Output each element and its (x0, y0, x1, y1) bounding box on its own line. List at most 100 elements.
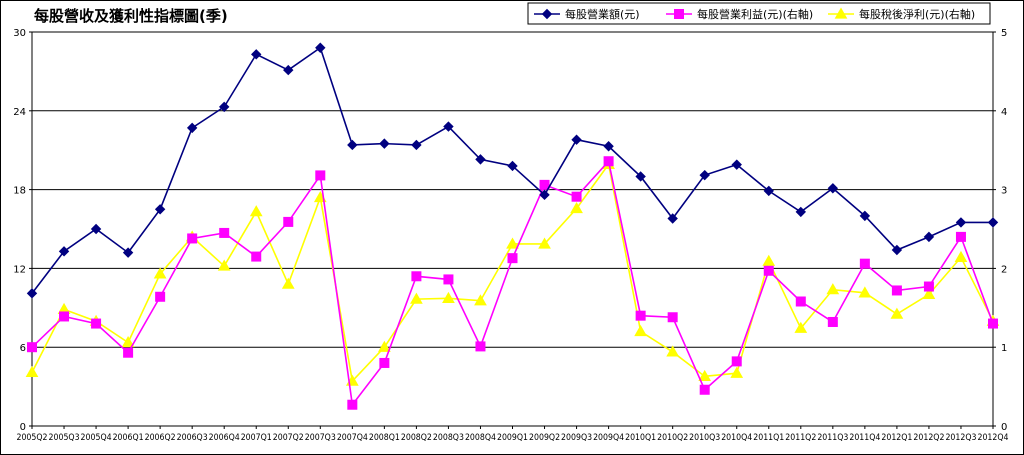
data-point (507, 253, 518, 264)
data-point (858, 286, 872, 298)
legend-label: 每股營業額(元) (565, 7, 640, 21)
x-tick-label: 2010Q4 (721, 433, 752, 443)
y-right-tick-label: 2 (1001, 264, 1007, 275)
data-point (922, 287, 936, 300)
x-tick-label: 2006Q3 (177, 433, 208, 443)
data-point (795, 296, 806, 307)
legend-marker (541, 8, 553, 20)
x-tick-label: 2009Q2 (529, 433, 560, 443)
data-point (155, 291, 166, 302)
data-point (954, 250, 968, 262)
x-tick-label: 2010Q1 (625, 433, 656, 443)
x-tick-label: 2012Q4 (977, 433, 1008, 443)
data-point (506, 237, 519, 249)
data-point (443, 274, 454, 285)
data-point (603, 141, 614, 152)
data-point (410, 292, 423, 304)
data-point (187, 233, 198, 244)
x-tick-label: 2008Q3 (433, 433, 464, 443)
x-tick-label: 2009Q1 (497, 433, 528, 443)
data-point (59, 311, 70, 322)
data-point (25, 365, 39, 378)
data-point (890, 307, 904, 319)
x-tick-label: 2006Q4 (209, 433, 240, 443)
x-tick-label: 2011Q4 (849, 433, 880, 443)
data-point (827, 183, 839, 194)
data-point (379, 138, 390, 149)
legend: 每股營業額(元) 每股營業利益(元)(右軸) 每股稅後淨利(元)(右軸) (527, 2, 991, 25)
data-point (474, 294, 487, 306)
y-right-tick-label: 1 (1001, 343, 1007, 354)
data-point (251, 49, 262, 60)
series-layer (25, 42, 1000, 410)
data-point (153, 267, 167, 279)
data-point (281, 277, 295, 289)
series-2 (27, 156, 998, 410)
data-point (699, 169, 710, 181)
data-point (123, 347, 134, 358)
x-tick-label: 2010Q3 (689, 433, 720, 443)
legend-marker (834, 7, 848, 19)
data-point (826, 283, 840, 295)
data-point (379, 357, 390, 368)
data-point (538, 237, 551, 249)
data-point (91, 318, 102, 329)
data-point (763, 265, 774, 276)
x-tick-label: 2012Q3 (945, 433, 976, 443)
data-point (121, 335, 135, 348)
data-point (90, 223, 102, 235)
data-point (698, 369, 712, 381)
x-tick-label: 2006Q1 (113, 433, 144, 443)
data-point (26, 288, 38, 299)
x-tick-label: 2008Q2 (401, 433, 432, 443)
data-point (795, 206, 807, 218)
data-point (699, 384, 710, 395)
x-tick-label: 2011Q3 (817, 433, 848, 443)
x-tick-label: 2006Q2 (145, 433, 176, 443)
data-point (731, 159, 742, 170)
data-point (218, 101, 230, 113)
data-point (667, 312, 678, 323)
x-tick-label: 2010Q2 (657, 433, 688, 443)
data-point (315, 170, 326, 181)
data-point (891, 244, 903, 256)
data-point (730, 366, 744, 378)
x-tick-label: 2005Q3 (49, 433, 80, 443)
data-point (923, 231, 935, 243)
data-point (859, 210, 871, 222)
legend-item: 每股營業利益(元)(右軸) (666, 7, 813, 21)
data-point (763, 185, 774, 197)
data-point (411, 271, 422, 282)
x-tick-label: 2005Q4 (81, 433, 112, 443)
x-tick-label: 2011Q2 (785, 433, 816, 443)
data-point (794, 321, 808, 333)
data-point (154, 204, 166, 215)
data-point (603, 156, 614, 167)
y-left-tick-label: 30 (13, 28, 26, 39)
x-tick-label: 2007Q2 (273, 433, 304, 443)
data-point (347, 139, 358, 151)
data-point (634, 324, 647, 337)
y-left-tick-label: 0 (20, 422, 26, 433)
y-right-tick-label: 0 (1001, 422, 1007, 433)
x-tick-label: 2012Q2 (913, 433, 944, 443)
y-left-tick-label: 18 (13, 186, 26, 197)
gridlines (32, 110, 993, 348)
data-point (249, 205, 263, 217)
x-axis: 2005Q2 2005Q3 2005Q4 2006Q1 2006Q2 2006Q3 2006… (16, 426, 1009, 443)
chart-title: 每股營收及獲利性指標圖(季) (34, 7, 228, 25)
data-point (987, 217, 999, 228)
data-point (217, 259, 231, 271)
data-point (955, 217, 967, 228)
x-tick-label: 2008Q1 (369, 433, 400, 443)
data-point (666, 345, 680, 357)
y-right-tick-label: 3 (1001, 186, 1007, 197)
data-point (635, 310, 646, 321)
data-point (442, 291, 455, 303)
data-point (859, 258, 870, 269)
y-right-tick-label: 4 (1001, 107, 1007, 118)
data-point (475, 154, 486, 165)
x-tick-label: 2007Q3 (305, 433, 336, 443)
data-point (122, 247, 134, 258)
